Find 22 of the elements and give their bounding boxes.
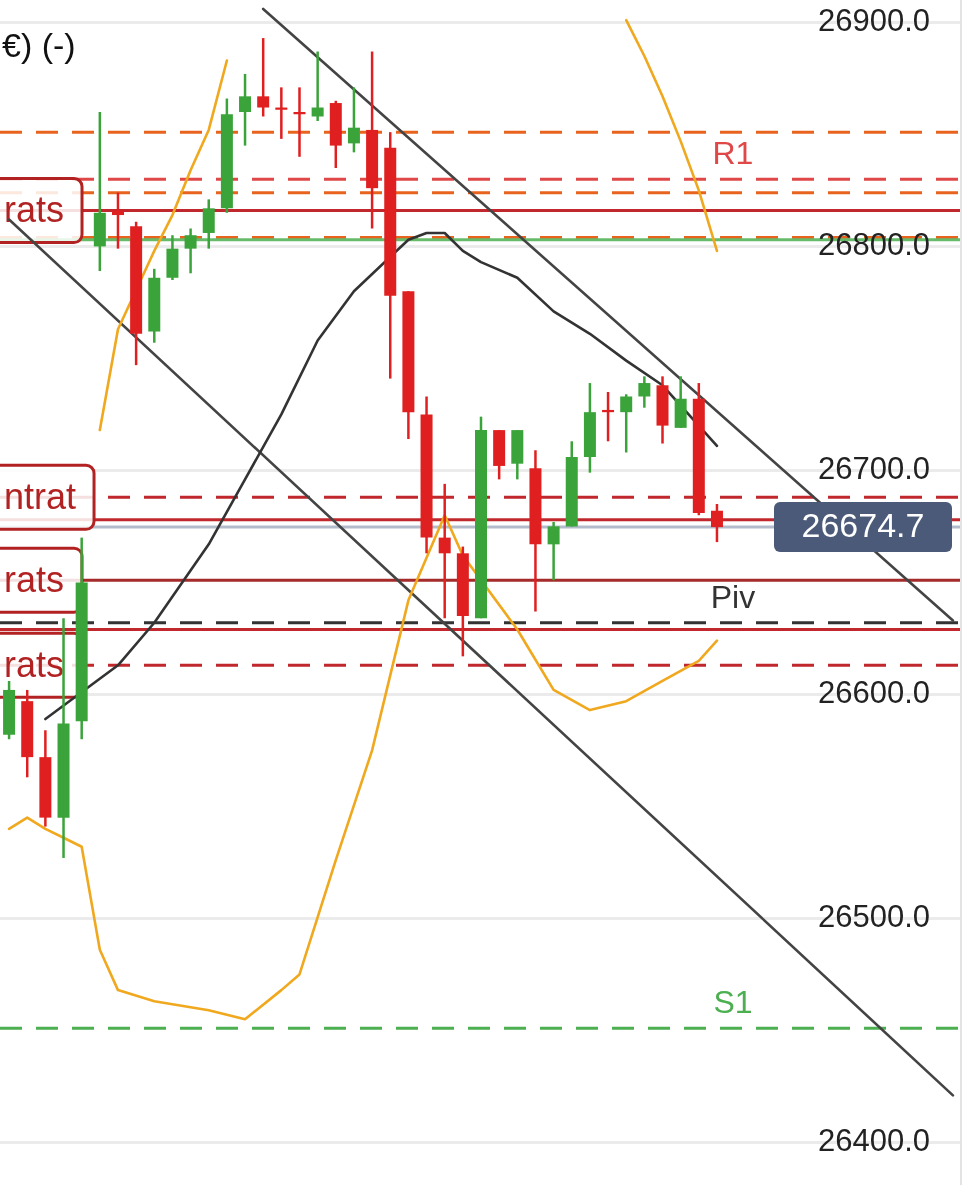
candlestick bbox=[638, 375, 651, 409]
y-tick-label: 26500.0 bbox=[817, 898, 930, 934]
candlestick bbox=[239, 72, 252, 147]
ref-line-label: R1 bbox=[712, 135, 754, 172]
annotation: ntrat bbox=[4, 476, 77, 518]
text: €) (-) bbox=[2, 26, 76, 65]
ref-line-label: Piv bbox=[710, 578, 756, 615]
ref-line-label: 26674.7 bbox=[801, 506, 925, 545]
annotation: rats bbox=[4, 559, 65, 601]
annotation: rats bbox=[4, 189, 65, 231]
candlestick bbox=[257, 36, 270, 118]
candlestick bbox=[547, 520, 560, 582]
y-tick-label: 26900.0 bbox=[817, 2, 930, 38]
candlestick bbox=[347, 86, 360, 154]
candlestick bbox=[438, 482, 451, 620]
candlestick bbox=[710, 502, 723, 544]
y-tick-label: 26400.0 bbox=[817, 1122, 930, 1158]
y-tick-label: 26600.0 bbox=[817, 674, 930, 710]
y-tick-label: 26700.0 bbox=[817, 450, 930, 486]
candlestick bbox=[620, 393, 633, 454]
ref-line-label: S1 bbox=[713, 984, 753, 1021]
candlestick bbox=[184, 227, 197, 275]
